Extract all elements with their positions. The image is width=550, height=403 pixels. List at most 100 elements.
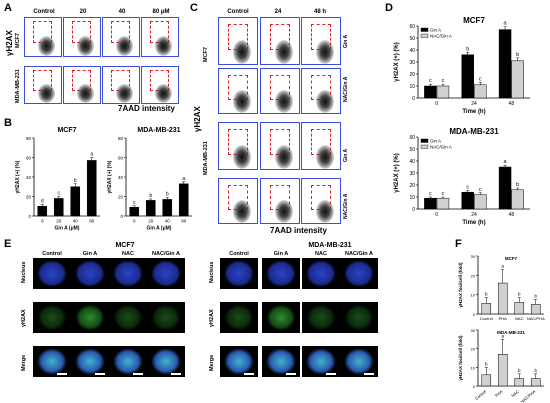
cell-image-mda — [302, 258, 340, 289]
x-tick-label: 0 — [435, 212, 438, 218]
y-axis-label: γH2AX foci/cell (fold) — [458, 335, 463, 381]
x-tick-label: 48 — [509, 101, 515, 107]
flow-plot-a-mda — [24, 66, 62, 104]
chart-b-mda: MDA-MB-231 γH2AX (+) (%) 0 20 40 60 80 0 20 40 80 c… — [107, 127, 192, 232]
group-title-e-mda: MDA-MB-231 — [308, 242, 352, 249]
event-cloud — [316, 89, 334, 113]
nucleus-shape — [75, 348, 105, 375]
nucleus-shape — [306, 304, 336, 331]
x-tick-label: Control — [480, 316, 493, 321]
event-cloud — [275, 39, 293, 64]
nucleus-shape — [37, 260, 67, 287]
row-head-e-mda: Nucleus — [209, 261, 215, 283]
y-tick-label: 40 — [26, 175, 32, 180]
bar — [474, 194, 487, 210]
significance-letter: b — [518, 368, 521, 373]
nucleus-shape — [113, 304, 143, 331]
panel-letter-d: D — [385, 2, 393, 14]
significance-letter: b — [518, 292, 521, 297]
significance-letter: a — [182, 176, 185, 182]
bar — [481, 303, 492, 315]
x-tick-label: 24 — [471, 101, 477, 107]
significance-letter: c — [429, 191, 432, 197]
bar — [511, 189, 524, 210]
bar — [530, 304, 541, 315]
row-head-a-mda: MDA-MB-231 — [15, 69, 21, 103]
bar — [162, 199, 173, 217]
chart-f-mda: MDA-MB-231 γH2AX foci/cell (fold) 0 10 20 30 C… — [458, 328, 544, 402]
bar — [474, 84, 487, 99]
x-axis-label: Gin A (μM) — [55, 226, 80, 232]
cell-image-mda — [302, 346, 340, 377]
y-tick-label: 20 — [409, 183, 415, 189]
cell-image-mda — [220, 302, 258, 333]
scale-bar — [95, 373, 105, 375]
significance-letter: d — [41, 198, 44, 204]
bar — [436, 197, 450, 210]
y-tick-label: 0 — [473, 312, 476, 317]
event-cloud — [275, 89, 293, 113]
y-tick-label: 40 — [409, 48, 415, 54]
row-head-e-mcf7: Nucleus — [21, 261, 27, 283]
legend-swatch — [420, 33, 429, 38]
flow-plot-c — [301, 122, 341, 170]
bar — [37, 206, 48, 217]
flow-plot-a-mcf7 — [63, 17, 101, 57]
col-head-e-mda: NAC — [315, 251, 327, 257]
x-tick-label: PHA — [494, 389, 504, 398]
y-tick-label: 40 — [118, 175, 124, 180]
event-cloud — [38, 36, 56, 56]
col-head-c-48: 48 h — [313, 9, 326, 15]
col-head-a-80: 80 μM — [152, 9, 170, 15]
significance-letter: c — [479, 187, 482, 193]
legend-label: Gin A — [430, 139, 441, 144]
nucleus-shape — [344, 348, 374, 375]
row-head-c-mda: MDA-MB-231 — [203, 141, 209, 175]
y-tick-label: 20 — [409, 72, 415, 78]
chart-title: MCF7 — [57, 127, 76, 134]
bar — [424, 197, 437, 210]
cell-image-mda — [340, 346, 378, 377]
bar — [514, 302, 525, 315]
nucleus-shape — [224, 348, 254, 375]
legend-label: NAC/Gin A — [430, 34, 452, 39]
y-tick-label: 0 — [28, 214, 31, 219]
bar — [530, 378, 541, 387]
x-axis-label: Time (h) — [462, 220, 485, 226]
event-cloud — [77, 36, 95, 56]
y-tick-label: 10 — [409, 195, 415, 201]
col-head-a-40: 40 — [118, 9, 126, 15]
y-tick-label: 20 — [471, 347, 476, 352]
col-head-e-mcf7: NAC — [122, 251, 134, 257]
x-tick-label: 40 — [165, 219, 171, 224]
bar — [481, 374, 492, 387]
chart-d-mcf7: MCF7 γH2AX (+) (%) 0 10 20 30 40 50 60 0 24 48 c b a c c… — [394, 16, 530, 115]
row-head-e-mcf7: Merge — [21, 354, 27, 371]
x-tick-label: 20 — [148, 219, 154, 224]
cell-image-mcf7 — [147, 258, 185, 289]
x-tick-label: 0 — [133, 219, 136, 224]
cell-image-mcf7 — [147, 346, 185, 377]
significance-letter: b — [516, 52, 519, 58]
y-tick-label: 40 — [409, 159, 415, 165]
row-label-c-nacgina-1: NAC/Gin A — [343, 76, 349, 102]
legend-swatch — [420, 27, 429, 32]
significance-letter: c — [479, 76, 482, 82]
nucleus-shape — [306, 260, 336, 287]
col-head-e-mcf7: Gin A — [82, 251, 98, 257]
significance-letter: a — [501, 264, 504, 269]
cell-image-mda — [262, 346, 300, 377]
significance-letter: a — [504, 159, 508, 165]
panel-letter-b: B — [4, 117, 12, 129]
event-cloud — [116, 36, 134, 56]
row-head-e-mda: γH2AX — [209, 309, 215, 327]
x-tick-label: 20 — [56, 219, 62, 224]
cell-image-mda — [220, 346, 258, 377]
event-cloud — [233, 89, 251, 113]
significance-letter: b — [485, 361, 488, 366]
y-tick-label: 50 — [409, 147, 415, 153]
bar — [145, 200, 156, 217]
y-tick-label: 0 — [473, 384, 476, 389]
cell-image-mcf7 — [71, 258, 109, 289]
nucleus-shape — [37, 348, 67, 375]
